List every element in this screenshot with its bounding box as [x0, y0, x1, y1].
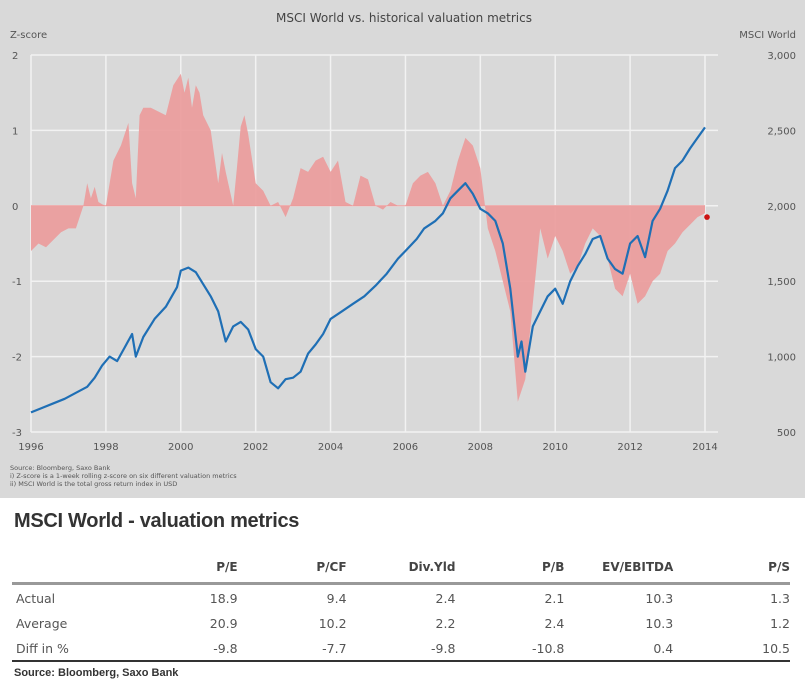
- cell-value: 2.2: [435, 615, 456, 631]
- column-header-pcf: P/CF: [237, 554, 347, 585]
- y-tick-right: 2,000: [767, 202, 796, 213]
- chart-source-note: Source: Bloomberg, Saxo Bank: [10, 464, 110, 472]
- y-tick-left: 0: [12, 202, 18, 213]
- table-title: MSCI World - valuation metrics: [14, 510, 300, 532]
- row-label: Average: [16, 615, 68, 631]
- table-row: Actual 18.9 9.4 2.4 2.1 10.3 1.3: [12, 584, 790, 611]
- cell-value: -7.7: [237, 635, 347, 662]
- x-tick-label: 2002: [243, 442, 268, 453]
- cell-value: -9.8: [183, 635, 238, 662]
- cell-value: 10.5: [673, 635, 790, 662]
- y-tick-left: -2: [12, 353, 22, 364]
- cell-value: -10.8: [455, 635, 565, 662]
- cell-value: 2.4: [435, 590, 456, 606]
- table-row: Average 20.9 10.2 2.2 2.4 10.3 1.2: [12, 610, 790, 635]
- y-tick-left: 2: [12, 51, 18, 62]
- cell-value: 0.4: [564, 635, 674, 662]
- column-header-pe: P/E: [183, 554, 238, 585]
- row-label: Actual: [16, 590, 56, 606]
- cell-value: 2.4: [544, 615, 565, 631]
- y-tick-right: 2,500: [767, 126, 796, 137]
- column-header-ev-ebitda: EV/EBITDA: [564, 554, 674, 585]
- cell-value: 10.3: [645, 590, 674, 606]
- column-header-pb: P/B: [455, 554, 565, 585]
- chart-panel: MSCI World vs. historical valuation metr…: [0, 0, 805, 498]
- x-tick-label: 2000: [168, 442, 193, 453]
- chart-title: MSCI World vs. historical valuation metr…: [276, 11, 532, 25]
- msci-world-line: [30, 126, 706, 414]
- right-axis-label: MSCI World: [739, 30, 796, 41]
- chart-footnote-1: i) Z-score is a 1-week rolling z-score o…: [10, 472, 237, 480]
- chart-footnote-2: ii) MSCI World is the total gross return…: [10, 480, 177, 488]
- table-row: Diff in % -9.8 -7.7 -9.8 -10.8 0.4 10.5: [12, 635, 790, 662]
- cell-value: 2.1: [544, 590, 565, 606]
- cell-value: -9.8: [346, 635, 456, 662]
- cell-value: 10.2: [318, 615, 347, 631]
- x-tick-label: 2012: [617, 442, 642, 453]
- x-tick-label: 2004: [318, 442, 343, 453]
- table-source-note: Source: Bloomberg, Saxo Bank: [14, 667, 179, 679]
- row-label: Diff in %: [12, 635, 184, 662]
- cell-value: 18.9: [209, 590, 238, 606]
- y-tick-left: -3: [12, 428, 22, 439]
- y-tick-right: 500: [777, 428, 796, 439]
- cell-value: 1.3: [770, 590, 790, 606]
- zscore-area: [31, 73, 705, 402]
- valuation-table: P/E P/CF Div.Yld P/B EV/EBITDA P/S Actua…: [12, 554, 790, 662]
- column-header-ps: P/S: [673, 554, 790, 585]
- left-axis-label: Z-score: [10, 30, 47, 41]
- cell-value: 1.2: [770, 615, 790, 631]
- x-tick-label: 1998: [93, 442, 118, 453]
- y-tick-right: 1,500: [767, 277, 796, 288]
- cell-value: 20.9: [209, 615, 238, 631]
- chart-svg: MSCI World vs. historical valuation metr…: [10, 11, 796, 488]
- y-tick-right: 3,000: [767, 51, 796, 62]
- latest-zscore-marker: [704, 214, 710, 220]
- table-header-row: P/E P/CF Div.Yld P/B EV/EBITDA P/S: [12, 554, 790, 585]
- x-tick-label: 2008: [468, 442, 493, 453]
- y-tick-left: -1: [12, 277, 22, 288]
- x-tick-label: 2014: [692, 442, 717, 453]
- y-tick-left: 1: [12, 126, 18, 137]
- x-tick-label: 1996: [18, 442, 43, 453]
- y-tick-right: 1,000: [767, 353, 796, 364]
- x-tick-label: 2010: [542, 442, 567, 453]
- cell-value: 10.3: [645, 615, 674, 631]
- column-header-label: [12, 554, 184, 585]
- valuation-table-section: MSCI World - valuation metrics P/E P/CF …: [0, 498, 805, 693]
- cell-value: 9.4: [326, 590, 347, 606]
- x-tick-label: 2006: [393, 442, 418, 453]
- column-header-div-yld: Div.Yld: [346, 554, 456, 585]
